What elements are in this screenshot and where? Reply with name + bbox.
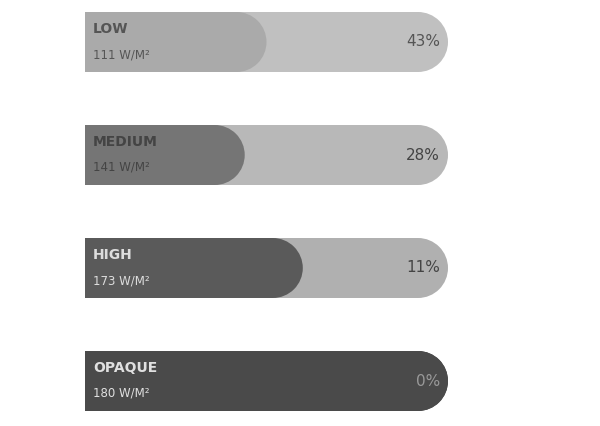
Wedge shape bbox=[418, 12, 448, 72]
Text: HIGH: HIGH bbox=[93, 248, 133, 262]
Wedge shape bbox=[85, 125, 115, 185]
Bar bbox=[85, 238, 418, 298]
Wedge shape bbox=[215, 125, 245, 185]
Text: LOW: LOW bbox=[93, 22, 128, 36]
Wedge shape bbox=[236, 12, 266, 72]
Bar bbox=[85, 238, 273, 298]
Bar bbox=[85, 125, 215, 185]
Wedge shape bbox=[85, 125, 115, 185]
Text: OPAQUE: OPAQUE bbox=[93, 361, 157, 375]
Text: 111 W/M²: 111 W/M² bbox=[93, 48, 150, 61]
Wedge shape bbox=[273, 238, 303, 298]
Wedge shape bbox=[85, 238, 115, 298]
Wedge shape bbox=[85, 12, 115, 72]
Wedge shape bbox=[85, 12, 115, 72]
Wedge shape bbox=[418, 351, 448, 411]
Bar bbox=[85, 125, 418, 185]
Wedge shape bbox=[418, 238, 448, 298]
Text: 173 W/M²: 173 W/M² bbox=[93, 274, 149, 287]
Wedge shape bbox=[85, 238, 115, 298]
Bar bbox=[85, 12, 418, 72]
Text: 141 W/M²: 141 W/M² bbox=[93, 161, 150, 174]
Text: 28%: 28% bbox=[406, 147, 440, 162]
Bar bbox=[85, 351, 418, 411]
Wedge shape bbox=[418, 351, 448, 411]
Text: MEDIUM: MEDIUM bbox=[93, 135, 158, 149]
Text: 0%: 0% bbox=[416, 374, 440, 389]
Text: 43%: 43% bbox=[406, 35, 440, 49]
Wedge shape bbox=[85, 351, 115, 411]
Bar bbox=[85, 351, 418, 411]
Text: 180 W/M²: 180 W/M² bbox=[93, 387, 149, 400]
Wedge shape bbox=[418, 125, 448, 185]
Wedge shape bbox=[85, 351, 115, 411]
Text: 11%: 11% bbox=[406, 261, 440, 276]
Bar bbox=[85, 12, 236, 72]
